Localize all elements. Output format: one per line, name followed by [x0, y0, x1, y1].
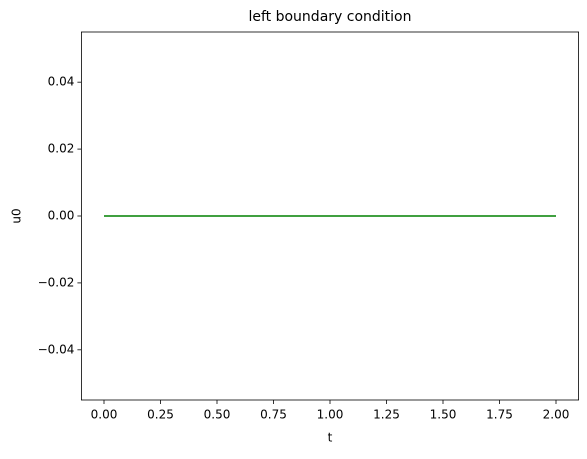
x-tick-label: 1.25: [373, 408, 400, 422]
y-tick-label: 0.04: [48, 75, 75, 89]
x-tick-label: 0.25: [147, 408, 174, 422]
y-tick-label: 0.02: [48, 142, 75, 156]
x-axis-label: t: [328, 431, 333, 445]
y-tick-label: 0.00: [48, 209, 75, 223]
axes-frame: [81, 31, 580, 401]
chart-title: left boundary condition: [248, 9, 411, 25]
x-tick-label: 2.00: [543, 408, 570, 422]
y-tick-label: −0.02: [38, 275, 75, 289]
y-tick-label: −0.04: [38, 342, 75, 356]
x-tick-label: 1.75: [486, 408, 513, 422]
x-tick-label: 1.00: [317, 408, 344, 422]
x-tick-label: 0.00: [91, 408, 118, 422]
x-tick-label: 1.50: [430, 408, 457, 422]
x-tick-label: 0.50: [204, 408, 231, 422]
x-tick-label: 0.75: [260, 408, 287, 422]
y-axis-label: u0: [10, 208, 24, 223]
